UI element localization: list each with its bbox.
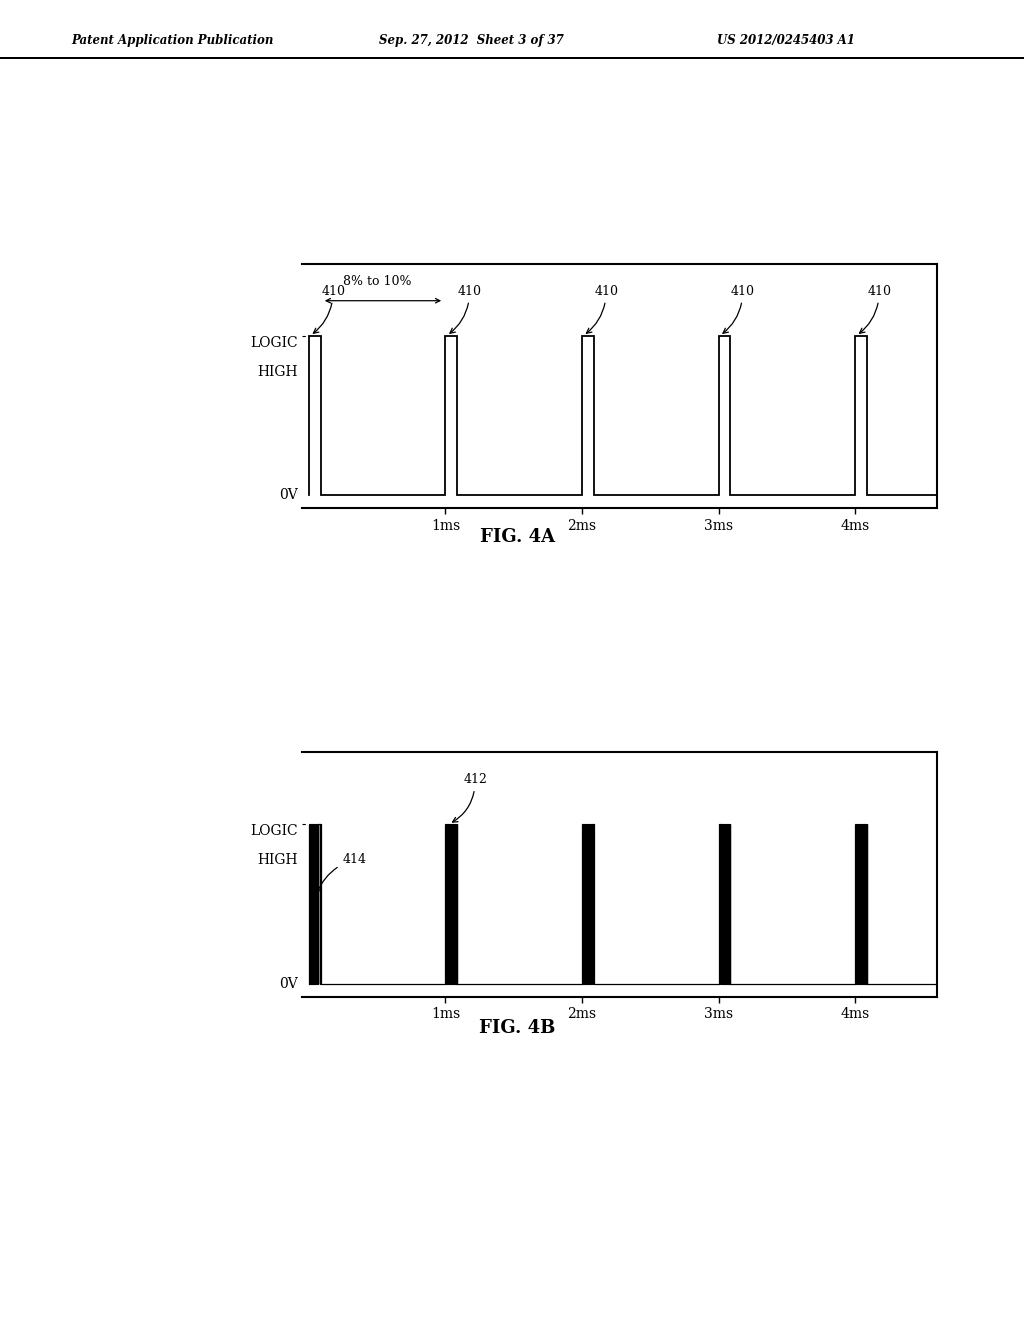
Text: US 2012/0245403 A1: US 2012/0245403 A1 (717, 34, 855, 48)
Text: HIGH: HIGH (257, 364, 298, 379)
Text: 0V: 0V (280, 488, 298, 503)
Text: 410: 410 (859, 285, 891, 333)
Text: HIGH: HIGH (257, 853, 298, 867)
Text: 412: 412 (453, 774, 487, 822)
Text: Patent Application Publication: Patent Application Publication (72, 34, 274, 48)
Text: LOGIC: LOGIC (250, 824, 298, 838)
Text: 410: 410 (587, 285, 618, 333)
Text: Sep. 27, 2012  Sheet 3 of 37: Sep. 27, 2012 Sheet 3 of 37 (379, 34, 563, 48)
Text: 410: 410 (450, 285, 481, 333)
Text: 0V: 0V (280, 977, 298, 991)
Text: 8% to 10%: 8% to 10% (343, 275, 412, 288)
Text: FIG. 4A: FIG. 4A (479, 528, 555, 546)
Text: FIG. 4B: FIG. 4B (479, 1019, 555, 1038)
Text: LOGIC: LOGIC (250, 335, 298, 350)
Text: 410: 410 (313, 285, 345, 333)
Text: 414: 414 (317, 853, 367, 892)
Text: 410: 410 (723, 285, 755, 333)
